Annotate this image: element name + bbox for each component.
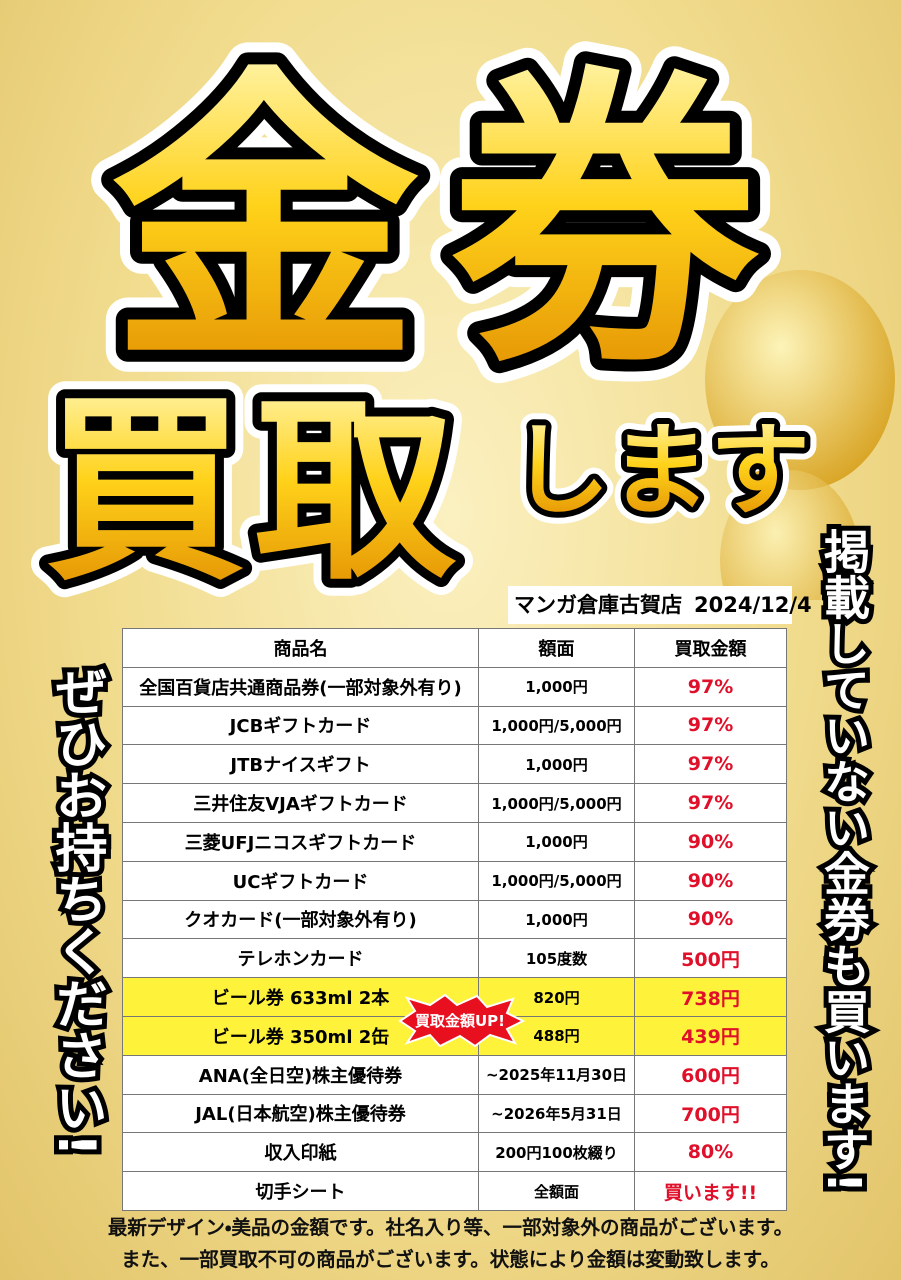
table-row: 全国百貨店共通商品券(一部対象外有り) 1,000円 97%	[122, 666, 787, 707]
table-cell: 1,000円/5,000円	[478, 705, 635, 746]
header-cell: 買取金額	[634, 628, 787, 668]
table-cell: 200円100枚綴り	[478, 1132, 635, 1173]
mascot-body	[720, 470, 860, 600]
table-cell: 買います!!	[634, 1171, 787, 1211]
store-label: マンガ倉庫古賀店 2024/12/4	[508, 586, 812, 624]
table-cell: 1,000円/5,000円	[478, 860, 635, 901]
store-name: マンガ倉庫古賀店	[514, 593, 682, 617]
table-cell: 90%	[634, 899, 787, 940]
badge: 買取金額UP!	[398, 993, 525, 1048]
header-cell: 商品名	[122, 628, 479, 668]
title-main: 金券	[110, 43, 790, 404]
table-cell: 80%	[634, 1132, 787, 1173]
table-cell: 97%	[634, 783, 787, 823]
table-cell: JCBギフトカード	[122, 705, 479, 746]
table-cell: 820円	[478, 977, 635, 1017]
side-text-left: ぜひお持ちください!	[41, 660, 111, 1162]
table-row: 切手シート 全額面 買います!!	[122, 1171, 787, 1211]
footer-line: また、一部買取不可の商品がございます。状態により金額は変動致します。	[121, 1248, 780, 1271]
table-header: 商品名 額面 買取金額	[122, 628, 787, 668]
table-cell: UCギフトカード	[122, 860, 479, 901]
table-cell: 600円	[634, 1054, 787, 1095]
table-cell: 1,000円/5,000円	[478, 783, 635, 823]
table-cell: 700円	[634, 1093, 787, 1134]
store-date: 2024/12/4	[694, 593, 812, 617]
table-cell: ~2025年11月30日	[478, 1054, 635, 1095]
title-outline: 金券	[110, 43, 790, 404]
table-row: JAL(日本航空)株主優待券 ~2026年5月31日 700円	[122, 1093, 787, 1134]
table-row: 三菱UFJニコスギフトカード 1,000円 90%	[122, 821, 787, 862]
table-cell: ~2026年5月31日	[478, 1093, 635, 1134]
price-table: 商品名 額面 買取金額 全国百貨店共通商品券(一部対象外有り) 1,000円 97% JCB…	[122, 628, 787, 1211]
footer-line: 最新デザイン・美品の金額です。社名入り等、一部対象外の商品がございます。	[107, 1216, 794, 1239]
table-cell: クオカード(一部対象外有り)	[122, 899, 479, 940]
table-cell: 90%	[634, 860, 787, 901]
table-cell: 1,000円	[478, 666, 635, 707]
table-cell: 500円	[634, 938, 787, 979]
footer: 最新デザイン・美品の金額です。社名入り等、一部対象外の商品がございます。 また、…	[0, 1212, 901, 1276]
table-cell: 収入印紙	[122, 1132, 479, 1173]
table-row: JCBギフトカード 1,000円/5,000円 97%	[122, 705, 787, 746]
table-row: クオカード(一部対象外有り) 1,000円 90%	[122, 899, 787, 940]
table-row: ANA(全日空)株主優待券 ~2025年11月30日 600円	[122, 1054, 787, 1095]
table-cell: 三菱UFJニコスギフトカード	[122, 821, 479, 862]
table-cell: 97%	[634, 666, 787, 707]
table-cell: 1,000円	[478, 821, 635, 862]
table-cell: ビール券 633ml 2本	[122, 977, 479, 1017]
table-cell: 90%	[634, 821, 787, 862]
table-cell: 全国百貨店共通商品券(一部対象外有り)	[122, 666, 479, 707]
table-row: テレホンカード 105度数 500円	[122, 938, 787, 979]
table-cell: 全額面	[478, 1171, 635, 1211]
subtitle-main: 買取	[45, 375, 465, 600]
table-row: JTBナイスギフト 1,000円 97%	[122, 744, 787, 785]
side-text-right: 掲載していない金券も買います!	[812, 523, 876, 1198]
table-cell: 三井住友VJAギフトカード	[122, 783, 479, 823]
table-row: 三井住友VJAギフトカード 1,000円/5,000円 97%	[122, 783, 787, 823]
table-row: UCギフトカード 1,000円/5,000円 90%	[122, 860, 787, 901]
table-cell: 切手シート	[122, 1171, 479, 1211]
mascot	[705, 270, 895, 490]
table-cell: 97%	[634, 705, 787, 746]
table-cell: 738円	[634, 977, 787, 1017]
table-row: 収入印紙 200円100枚綴り 80%	[122, 1132, 787, 1173]
table-cell: ANA(全日空)株主優待券	[122, 1054, 479, 1095]
table-cell: 1,000円	[478, 899, 635, 940]
header-cell: 額面	[478, 628, 635, 668]
badge-burst	[398, 993, 525, 1048]
table-row: ビール券 633ml 2本 820円 738円	[122, 977, 787, 1017]
table-cell: 1,000円	[478, 744, 635, 785]
table-cell: 97%	[634, 744, 787, 785]
badge-text: 買取金額UP!	[415, 1012, 505, 1030]
table-cell: テレホンカード	[122, 938, 479, 979]
subtitle-tail-outline: します	[510, 412, 810, 529]
subtitle-tail: します	[510, 412, 810, 529]
table-cell: 439円	[634, 1015, 787, 1056]
title-art: 金券 金券 買取 買取 します します	[28, 21, 895, 600]
table-cell: JTBナイスギフト	[122, 744, 479, 785]
table-cell: JAL(日本航空)株主優待券	[122, 1093, 479, 1134]
table-cell: 105度数	[478, 938, 635, 979]
subtitle-outline: 買取	[45, 375, 465, 600]
